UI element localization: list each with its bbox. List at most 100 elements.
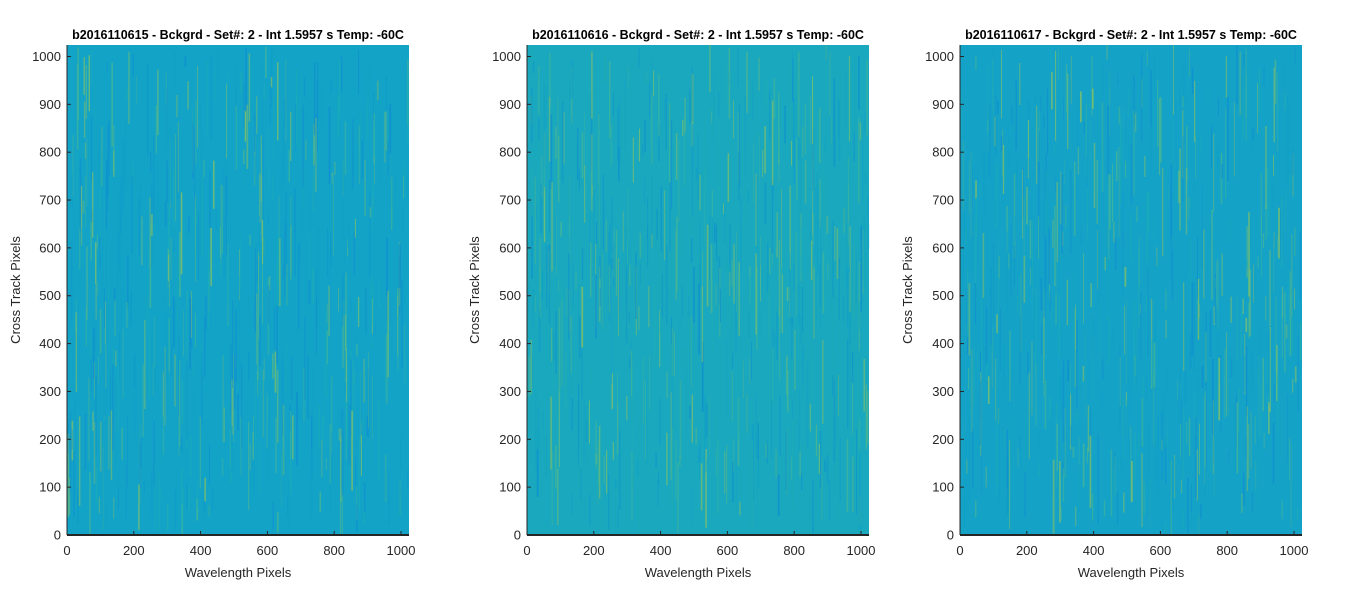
heatmap-cell bbox=[1269, 249, 1271, 327]
heatmap-cell bbox=[1262, 358, 1265, 412]
heatmap-cell bbox=[595, 274, 597, 339]
heatmap-cell bbox=[977, 346, 978, 378]
heatmap-cell bbox=[1026, 79, 1028, 150]
heatmap-cell bbox=[318, 494, 320, 507]
heatmap-cell bbox=[295, 103, 296, 152]
heatmap-cell bbox=[404, 325, 406, 359]
heatmap-cell bbox=[1194, 80, 1196, 143]
heatmap-cell bbox=[738, 301, 741, 314]
heatmap-cell bbox=[987, 376, 990, 404]
heatmap-cell bbox=[859, 419, 861, 453]
heatmap-cell bbox=[970, 151, 972, 238]
heatmap-cell bbox=[75, 298, 77, 384]
heatmap-cell bbox=[126, 88, 128, 100]
heatmap-cell bbox=[1201, 186, 1203, 269]
heatmap-cell bbox=[964, 184, 967, 241]
heatmap-cell bbox=[76, 64, 79, 150]
heatmap-cell bbox=[1239, 51, 1241, 115]
heatmap-cell bbox=[1153, 214, 1155, 240]
heatmap-cell bbox=[253, 415, 254, 449]
heatmap-cell bbox=[554, 214, 556, 267]
heatmap-cell bbox=[207, 393, 209, 413]
heatmap-cell bbox=[214, 70, 216, 99]
heatmap-cell bbox=[701, 286, 704, 363]
heatmap-cell bbox=[1019, 437, 1021, 452]
y-tick-label: 1000 bbox=[492, 49, 521, 64]
heatmap-cell bbox=[560, 221, 562, 237]
heatmap-cell bbox=[1223, 457, 1225, 525]
heatmap-cell bbox=[144, 320, 146, 410]
y-tick-label: 500 bbox=[499, 288, 521, 303]
heatmap-cell bbox=[324, 359, 325, 426]
heatmap-cell bbox=[1121, 438, 1123, 472]
heatmap-cell bbox=[778, 240, 780, 317]
heatmap-cell bbox=[273, 307, 275, 350]
heatmap-cell bbox=[1157, 415, 1159, 493]
heatmap-cell bbox=[654, 284, 656, 365]
heatmap-cell bbox=[344, 121, 347, 175]
heatmap-cell bbox=[356, 333, 358, 385]
heatmap-cell bbox=[737, 47, 739, 87]
panel-2-x-axis-label: Wavelength Pixels bbox=[645, 565, 752, 580]
heatmap-cell bbox=[628, 311, 631, 323]
heatmap-cell bbox=[551, 328, 553, 362]
heatmap-cell bbox=[1260, 383, 1262, 437]
heatmap-cell bbox=[653, 70, 655, 97]
heatmap-cell bbox=[584, 165, 586, 223]
heatmap-cell bbox=[1125, 117, 1127, 144]
heatmap-cell bbox=[276, 305, 278, 365]
heatmap-cell bbox=[235, 58, 237, 149]
heatmap-cell bbox=[1067, 73, 1069, 149]
heatmap-cell bbox=[611, 373, 614, 410]
panel-3-x-axis-label: Wavelength Pixels bbox=[1078, 565, 1185, 580]
heatmap-cell bbox=[110, 368, 111, 440]
heatmap-cell bbox=[1054, 144, 1056, 155]
heatmap-cell bbox=[836, 446, 837, 487]
heatmap-cell bbox=[1101, 359, 1104, 379]
heatmap-cell bbox=[695, 427, 697, 445]
heatmap-cell bbox=[1281, 196, 1283, 270]
heatmap-cell bbox=[1084, 329, 1086, 417]
heatmap-cell bbox=[167, 70, 169, 148]
heatmap-cell bbox=[241, 363, 243, 450]
heatmap-cell bbox=[538, 117, 540, 140]
heatmap-cell bbox=[704, 169, 706, 242]
heatmap-cell bbox=[96, 234, 98, 250]
heatmap-cell bbox=[206, 61, 208, 136]
heatmap-cell bbox=[644, 178, 646, 204]
heatmap-cell bbox=[332, 129, 333, 150]
heatmap-cell bbox=[225, 176, 228, 255]
heatmap-cell bbox=[561, 284, 564, 301]
heatmap-cell bbox=[718, 119, 720, 205]
heatmap-cell bbox=[659, 239, 661, 309]
heatmap-cell bbox=[1008, 253, 1010, 269]
heatmap-cell bbox=[566, 288, 568, 318]
heatmap-cell bbox=[176, 256, 179, 322]
heatmap-cell bbox=[1034, 92, 1036, 180]
heatmap-cell bbox=[1146, 51, 1148, 66]
heatmap-cell bbox=[965, 433, 967, 519]
heatmap-cell bbox=[1240, 322, 1242, 357]
heatmap-cell bbox=[1115, 151, 1118, 182]
heatmap-cell bbox=[1250, 352, 1252, 376]
heatmap-cell bbox=[675, 133, 678, 180]
heatmap-cell bbox=[669, 182, 671, 252]
heatmap-cell bbox=[860, 225, 863, 312]
heatmap-cell bbox=[1228, 379, 1230, 418]
heatmap-cell bbox=[837, 374, 839, 417]
heatmap-cell bbox=[561, 101, 564, 183]
heatmap-cell bbox=[538, 139, 541, 203]
heatmap-cell bbox=[317, 62, 319, 121]
heatmap-cell bbox=[1248, 302, 1250, 339]
heatmap-cell bbox=[1091, 493, 1094, 521]
heatmap-cell bbox=[397, 295, 399, 356]
heatmap-cell bbox=[1010, 223, 1012, 297]
heatmap-cell bbox=[1060, 371, 1063, 420]
heatmap-cell bbox=[92, 171, 94, 238]
heatmap-cell bbox=[1258, 69, 1261, 114]
heatmap-cell bbox=[1247, 424, 1250, 479]
heatmap-cell bbox=[1075, 304, 1076, 351]
heatmap-cell bbox=[538, 310, 541, 353]
heatmap-cell bbox=[853, 434, 855, 482]
heatmap-cell bbox=[1107, 105, 1109, 177]
